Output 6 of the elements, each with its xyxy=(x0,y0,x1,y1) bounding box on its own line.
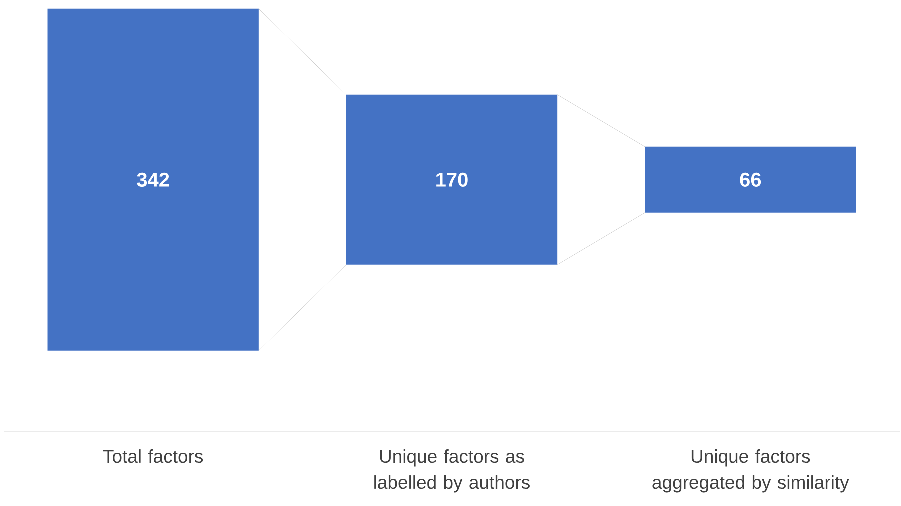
category-label: Total factors xyxy=(103,450,204,464)
data-label: 170 xyxy=(436,172,468,187)
category-label: Unique factors aggregated by similarity xyxy=(652,450,850,493)
category-label: Unique factors as labelled by authors xyxy=(374,450,530,493)
data-label: 66 xyxy=(740,172,762,187)
data-label: 342 xyxy=(137,172,170,187)
